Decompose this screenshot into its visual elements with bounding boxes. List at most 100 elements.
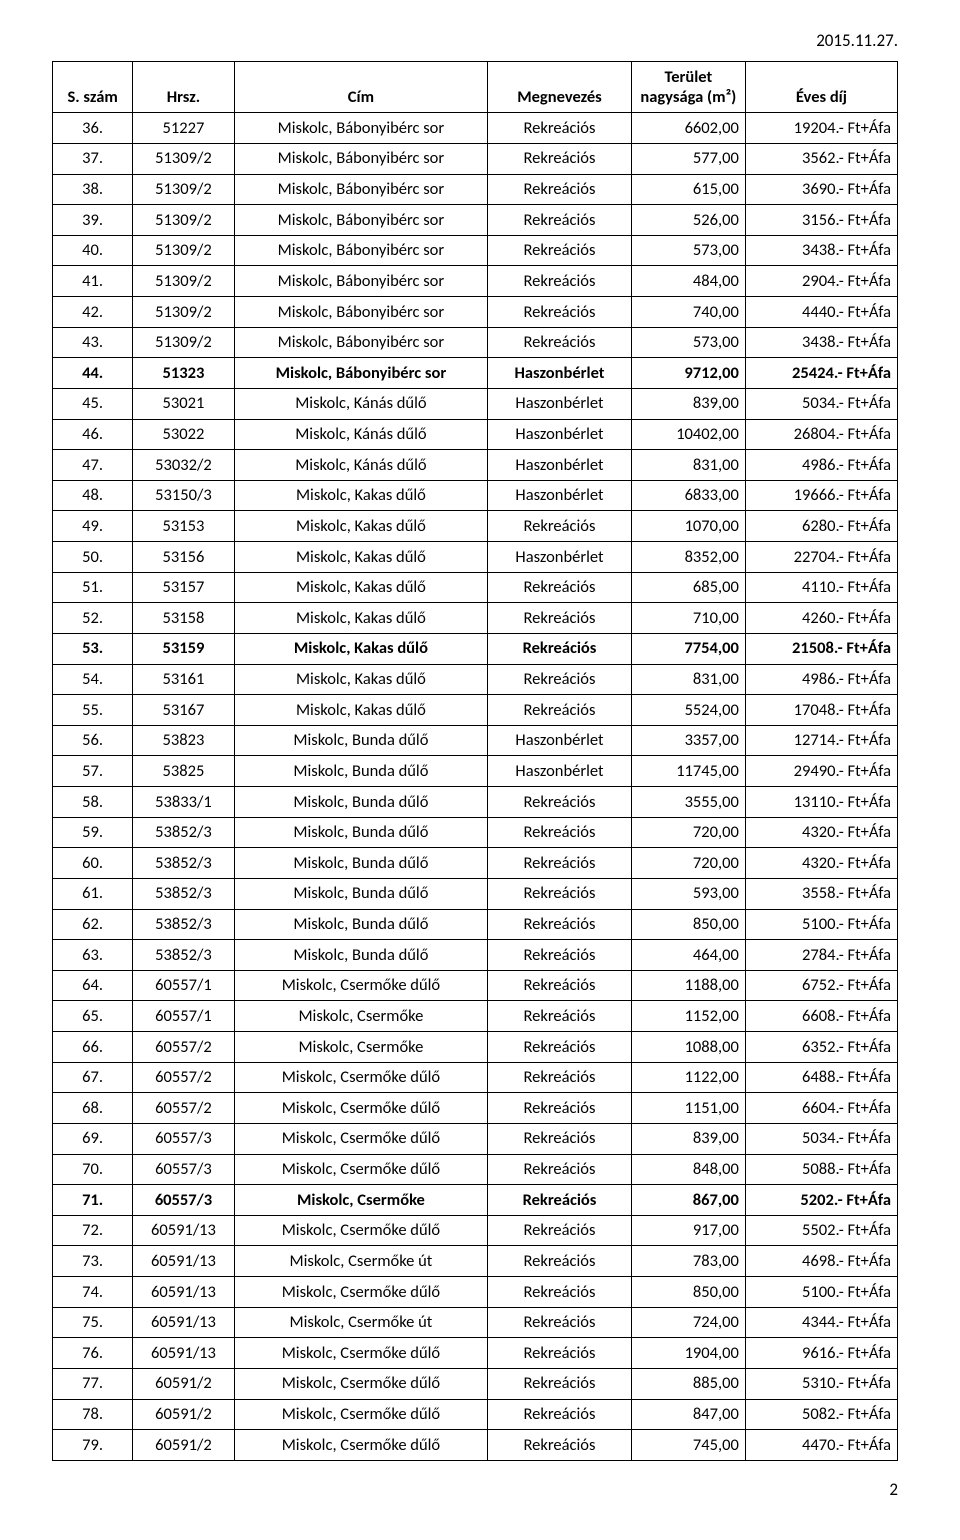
- table-cell: Rekreációs: [488, 633, 632, 664]
- table-cell: 10402,00: [631, 419, 745, 450]
- table-row: 60.53852/3Miskolc, Bunda dűlőRekreációs7…: [53, 848, 898, 879]
- table-cell: Miskolc, Bunda dűlő: [234, 787, 488, 818]
- table-cell: Rekreációs: [488, 1154, 632, 1185]
- table-cell: Rekreációs: [488, 174, 632, 205]
- table-cell: 5310.- Ft+Áfa: [745, 1368, 897, 1399]
- table-cell: 4986.- Ft+Áfa: [745, 450, 897, 481]
- table-row: 46.53022Miskolc, Kánás dűlőHaszonbérlet1…: [53, 419, 898, 450]
- table-row: 45.53021Miskolc, Kánás dűlőHaszonbérlet8…: [53, 388, 898, 419]
- table-cell: 885,00: [631, 1368, 745, 1399]
- table-cell: 13110.- Ft+Áfa: [745, 787, 897, 818]
- table-cell: 53825: [133, 756, 234, 787]
- table-row: 69.60557/3Miskolc, Csermőke dűlőRekreáci…: [53, 1123, 898, 1154]
- table-cell: Miskolc, Bábonyibérc sor: [234, 113, 488, 144]
- table-cell: 41.: [53, 266, 133, 297]
- table-cell: 1904,00: [631, 1338, 745, 1369]
- table-cell: 867,00: [631, 1185, 745, 1216]
- table-row: 65.60557/1Miskolc, CsermőkeRekreációs115…: [53, 1001, 898, 1032]
- table-row: 72.60591/13Miskolc, Csermőke dűlőRekreác…: [53, 1215, 898, 1246]
- table-cell: Miskolc, Csermőke dűlő: [234, 1062, 488, 1093]
- table-cell: Miskolc, Bunda dűlő: [234, 725, 488, 756]
- table-cell: 53167: [133, 695, 234, 726]
- table-cell: Miskolc, Kakas dűlő: [234, 664, 488, 695]
- table-row: 57.53825Miskolc, Bunda dűlőHaszonbérlet1…: [53, 756, 898, 787]
- table-cell: 58.: [53, 787, 133, 818]
- table-cell: 79.: [53, 1430, 133, 1461]
- table-cell: Miskolc, Csermőke dűlő: [234, 970, 488, 1001]
- table-cell: 8352,00: [631, 542, 745, 573]
- table-cell: 745,00: [631, 1430, 745, 1461]
- table-cell: 69.: [53, 1123, 133, 1154]
- table-header-row: S. szám Hrsz. Cím Megnevezés Terület nag…: [53, 62, 898, 113]
- table-cell: 60591/13: [133, 1307, 234, 1338]
- table-cell: Miskolc, Bábonyibérc sor: [234, 358, 488, 389]
- table-cell: Rekreációs: [488, 205, 632, 236]
- table-cell: 1070,00: [631, 511, 745, 542]
- table-cell: 3558.- Ft+Áfa: [745, 878, 897, 909]
- table-row: 48.53150/3Miskolc, Kakas dűlőHaszonbérle…: [53, 480, 898, 511]
- table-cell: Miskolc, Kakas dűlő: [234, 603, 488, 634]
- table-cell: 53823: [133, 725, 234, 756]
- table-cell: 51309/2: [133, 327, 234, 358]
- table-row: 58.53833/1Miskolc, Bunda dűlőRekreációs3…: [53, 787, 898, 818]
- table-cell: 577,00: [631, 143, 745, 174]
- table-cell: Rekreációs: [488, 297, 632, 328]
- table-cell: Miskolc, Bábonyibérc sor: [234, 174, 488, 205]
- table-cell: Rekreációs: [488, 327, 632, 358]
- table-cell: 1088,00: [631, 1032, 745, 1063]
- table-cell: 4320.- Ft+Áfa: [745, 817, 897, 848]
- table-row: 53.53159Miskolc, Kakas dűlőRekreációs775…: [53, 633, 898, 664]
- table-cell: 720,00: [631, 848, 745, 879]
- table-cell: Rekreációs: [488, 817, 632, 848]
- table-cell: 60591/13: [133, 1338, 234, 1369]
- table-row: 36.51227Miskolc, Bábonyibérc sorRekreáci…: [53, 113, 898, 144]
- table-cell: Rekreációs: [488, 266, 632, 297]
- table-row: 66.60557/2Miskolc, CsermőkeRekreációs108…: [53, 1032, 898, 1063]
- table-cell: Miskolc, Csermőke út: [234, 1246, 488, 1277]
- table-row: 47.53032/2Miskolc, Kánás dűlőHaszonbérle…: [53, 450, 898, 481]
- table-cell: Miskolc, Bunda dűlő: [234, 848, 488, 879]
- table-cell: Rekreációs: [488, 1032, 632, 1063]
- table-row: 56.53823Miskolc, Bunda dűlőHaszonbérlet3…: [53, 725, 898, 756]
- table-cell: 917,00: [631, 1215, 745, 1246]
- table-cell: 56.: [53, 725, 133, 756]
- table-cell: 51323: [133, 358, 234, 389]
- table-cell: 3562.- Ft+Áfa: [745, 143, 897, 174]
- table-cell: 61.: [53, 878, 133, 909]
- table-row: 78.60591/2Miskolc, Csermőke dűlőRekreáci…: [53, 1399, 898, 1430]
- table-cell: Miskolc, Kakas dűlő: [234, 572, 488, 603]
- table-row: 55.53167Miskolc, Kakas dűlőRekreációs552…: [53, 695, 898, 726]
- table-cell: 3438.- Ft+Áfa: [745, 235, 897, 266]
- table-cell: Miskolc, Csermőke: [234, 1032, 488, 1063]
- table-cell: Rekreációs: [488, 1338, 632, 1369]
- table-cell: 53153: [133, 511, 234, 542]
- table-row: 77.60591/2Miskolc, Csermőke dűlőRekreáci…: [53, 1368, 898, 1399]
- table-cell: Rekreációs: [488, 1215, 632, 1246]
- table-cell: 77.: [53, 1368, 133, 1399]
- col-header-evesdij: Éves díj: [745, 62, 897, 113]
- table-cell: Miskolc, Kakas dűlő: [234, 542, 488, 573]
- table-cell: 5100.- Ft+Áfa: [745, 1277, 897, 1308]
- table-cell: 53.: [53, 633, 133, 664]
- table-cell: Rekreációs: [488, 143, 632, 174]
- table-cell: 51309/2: [133, 174, 234, 205]
- table-cell: Rekreációs: [488, 1368, 632, 1399]
- table-cell: 850,00: [631, 1277, 745, 1308]
- table-cell: Haszonbérlet: [488, 542, 632, 573]
- table-cell: 60591/13: [133, 1215, 234, 1246]
- table-cell: Miskolc, Kakas dűlő: [234, 511, 488, 542]
- table-cell: 42.: [53, 297, 133, 328]
- table-cell: 51309/2: [133, 205, 234, 236]
- table-cell: 60591/2: [133, 1399, 234, 1430]
- table-cell: 55.: [53, 695, 133, 726]
- table-cell: 9616.- Ft+Áfa: [745, 1338, 897, 1369]
- table-cell: 64.: [53, 970, 133, 1001]
- table-cell: 26804.- Ft+Áfa: [745, 419, 897, 450]
- table-cell: Miskolc, Kánás dűlő: [234, 419, 488, 450]
- table-cell: 710,00: [631, 603, 745, 634]
- table-cell: 48.: [53, 480, 133, 511]
- table-cell: 60591/13: [133, 1246, 234, 1277]
- table-cell: 39.: [53, 205, 133, 236]
- table-cell: Rekreációs: [488, 1062, 632, 1093]
- table-cell: 50.: [53, 542, 133, 573]
